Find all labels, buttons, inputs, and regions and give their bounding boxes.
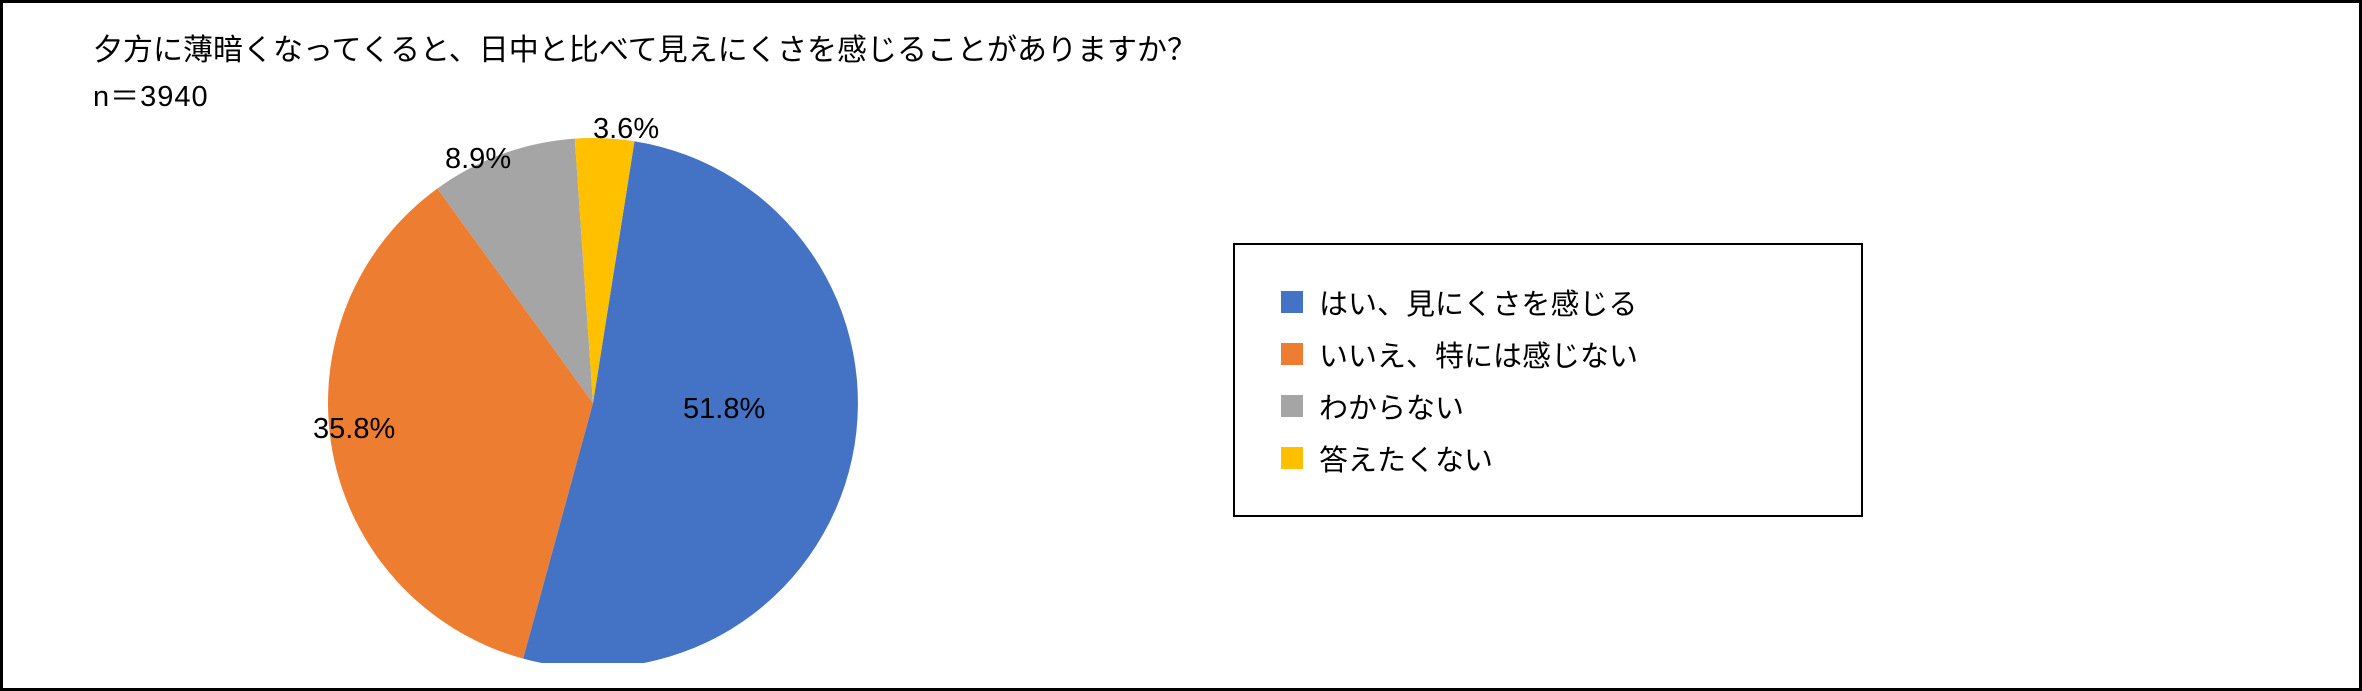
legend-label-3: 答えたくない [1319, 437, 1493, 479]
legend-label-0: はい、見にくさを感じる [1319, 281, 1637, 323]
legend-label-2: わからない [1319, 385, 1464, 427]
legend-swatch-1 [1281, 343, 1303, 365]
chart-frame: 夕方に薄暗くなってくると、日中と比べて見えにくさを感じることがありますか？ n＝… [0, 0, 2362, 691]
slice-label-2: 8.9% [445, 143, 511, 176]
legend-item-2: わからない [1281, 385, 1821, 427]
legend-item-0: はい、見にくさを感じる [1281, 281, 1821, 323]
legend-item-1: いいえ、特には感じない [1281, 333, 1821, 375]
legend-item-3: 答えたくない [1281, 437, 1821, 479]
slice-label-3: 3.6% [593, 113, 659, 146]
legend-swatch-2 [1281, 395, 1303, 417]
slice-label-0: 51.8% [683, 393, 765, 426]
legend: はい、見にくさを感じる いいえ、特には感じない わからない 答えたくない [1233, 243, 1863, 517]
chart-title: 夕方に薄暗くなってくると、日中と比べて見えにくさを感じることがありますか？ [93, 25, 1197, 69]
pie-chart: 51.8% 35.8% 8.9% 3.6% [253, 103, 933, 663]
pie-svg [253, 103, 933, 663]
legend-swatch-3 [1281, 447, 1303, 469]
sample-size: n＝3940 [93, 73, 209, 115]
legend-swatch-0 [1281, 291, 1303, 313]
legend-label-1: いいえ、特には感じない [1319, 333, 1638, 375]
slice-label-1: 35.8% [313, 413, 395, 446]
